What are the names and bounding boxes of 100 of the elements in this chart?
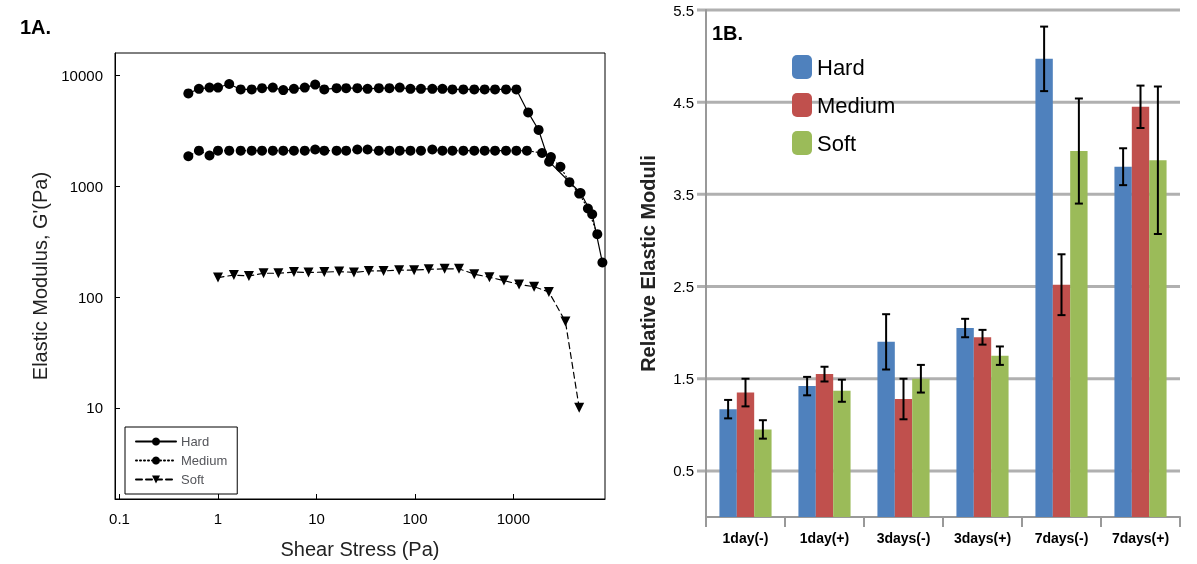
- bar: [736, 392, 755, 517]
- point: [447, 84, 458, 95]
- y-tick-label: 3.5: [673, 185, 694, 203]
- x-tick-label: 10: [308, 510, 325, 527]
- point: [235, 84, 246, 95]
- bar: [1149, 160, 1167, 517]
- point: [437, 83, 448, 94]
- point: [213, 82, 223, 93]
- point: [564, 177, 575, 188]
- x-tick-label: 0.1: [109, 510, 130, 527]
- bar: [877, 341, 895, 517]
- point: [213, 145, 223, 156]
- point: [278, 85, 289, 96]
- point: [204, 150, 215, 161]
- bar: [912, 378, 930, 517]
- point: [362, 83, 373, 94]
- point: [447, 145, 458, 156]
- point: [341, 83, 352, 94]
- point: [545, 152, 556, 162]
- bar: [894, 399, 913, 517]
- point: [384, 83, 395, 94]
- y-tick-label: 1000: [69, 177, 103, 195]
- bar: [719, 409, 737, 517]
- point: [479, 145, 490, 156]
- bar: [973, 337, 992, 517]
- y-tick-label: 4.5: [673, 93, 694, 111]
- point: [373, 83, 384, 94]
- bar: [1052, 284, 1071, 517]
- y-tick-label: 2.5: [673, 278, 694, 296]
- point: [373, 145, 384, 156]
- bar: [754, 429, 772, 517]
- point: [469, 84, 480, 95]
- point: [490, 145, 501, 156]
- point: [319, 145, 330, 156]
- point: [405, 83, 416, 94]
- point: [362, 144, 373, 155]
- bar: [1070, 151, 1088, 517]
- point: [394, 145, 405, 156]
- point: [521, 145, 532, 156]
- point: [427, 83, 438, 94]
- x-tick-label: 1000: [496, 510, 531, 527]
- point: [299, 82, 310, 93]
- point: [427, 144, 438, 155]
- point: [183, 151, 194, 162]
- legend-label: Hard: [817, 54, 865, 80]
- x-tick-label: 7days(-): [1034, 530, 1089, 546]
- x-tick-label: 1day(-): [722, 530, 769, 546]
- point: [224, 78, 235, 89]
- point: [288, 145, 299, 156]
- bar: [1035, 58, 1053, 517]
- point: [458, 145, 469, 156]
- legend-label: Soft: [817, 130, 857, 156]
- point: [533, 124, 544, 135]
- point: [394, 82, 405, 93]
- point: [267, 145, 278, 156]
- point: [224, 145, 235, 156]
- point: [319, 84, 330, 95]
- point: [331, 83, 342, 94]
- point: [331, 145, 342, 156]
- point: [193, 145, 204, 156]
- point: [183, 88, 194, 99]
- bar: [833, 390, 851, 517]
- point: [235, 145, 246, 156]
- y-tick-label: 100: [77, 288, 103, 306]
- y-tick-label: 5.5: [673, 1, 694, 19]
- x-axis-title: Shear Stress (Pa): [280, 538, 440, 560]
- y-axis-title: Relative Elastic Moduli: [637, 155, 659, 372]
- point: [352, 144, 363, 155]
- point: [523, 107, 534, 118]
- legend-label: Medium: [817, 92, 896, 118]
- point: [267, 82, 278, 93]
- point: [405, 145, 416, 156]
- point: [490, 84, 501, 95]
- bar: [956, 328, 974, 517]
- point: [341, 145, 352, 156]
- legend-label: Hard: [181, 434, 210, 449]
- y-axis-title: Elastic Modulus, G'(Pa): [29, 171, 52, 381]
- point: [193, 83, 204, 94]
- point: [352, 83, 363, 94]
- point: [437, 145, 448, 156]
- point: [257, 145, 268, 156]
- point: [246, 84, 257, 95]
- point: [501, 84, 511, 95]
- y-tick-label: 0.5: [673, 462, 694, 480]
- bar: [798, 386, 816, 517]
- point: [555, 161, 566, 172]
- y-tick-label: 10000: [61, 67, 103, 85]
- x-tick-label: 100: [402, 510, 428, 527]
- point: [469, 145, 480, 156]
- x-tick-label: 1day(+): [799, 530, 850, 546]
- point: [479, 84, 490, 95]
- point: [415, 83, 426, 94]
- x-tick-label: 3days(+): [953, 530, 1012, 546]
- point: [511, 145, 522, 156]
- x-tick-label: 1: [213, 510, 223, 527]
- y-tick-label: 1.5: [673, 370, 694, 388]
- point: [384, 145, 395, 156]
- chart-title: 1A.: [20, 16, 52, 38]
- legend-label: Soft: [181, 472, 205, 487]
- bar: [1114, 166, 1132, 517]
